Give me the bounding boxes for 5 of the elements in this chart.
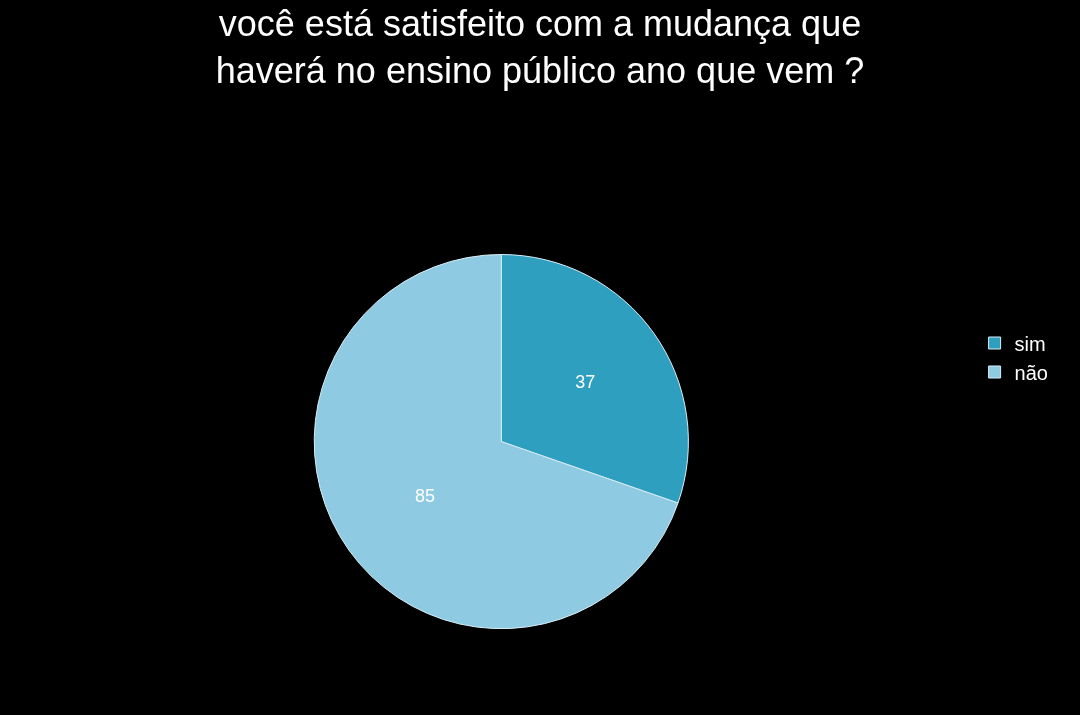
data-label: 85 [415, 485, 436, 506]
legend-label: não [1014, 361, 1048, 384]
chart-title: você está satisfeito com a mudança que haverá no ensino público ano que vem ? [215, 2, 865, 91]
data-label: 37 [575, 371, 596, 392]
legend-label: sim [1014, 332, 1046, 355]
